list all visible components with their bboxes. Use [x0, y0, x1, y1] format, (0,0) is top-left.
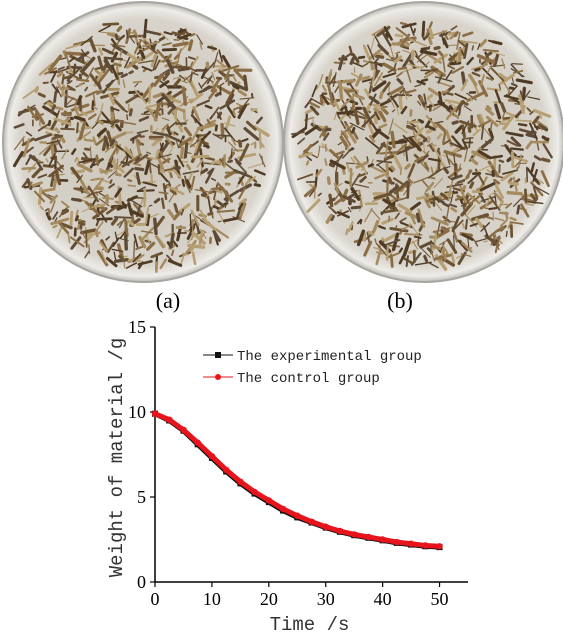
- point: [294, 512, 301, 519]
- legend-marker: [215, 352, 221, 358]
- point: [265, 497, 273, 504]
- point: [251, 488, 258, 496]
- legend-label: The experimental group: [237, 349, 422, 365]
- y-tick-label: 10: [128, 402, 146, 422]
- x-tick-label: 30: [317, 589, 335, 609]
- series-line: [154, 411, 440, 549]
- y-tick-label: 0: [137, 572, 146, 592]
- point: [180, 426, 187, 434]
- y-tick-label: 15: [128, 317, 146, 337]
- y-axis-label: Weight of material /g: [106, 338, 128, 577]
- point: [436, 543, 443, 550]
- x-axis-label: Time /s: [270, 614, 350, 636]
- point: [237, 478, 244, 485]
- photos: [2, 1, 563, 283]
- x-tick-label: 10: [203, 589, 221, 609]
- point: [208, 453, 216, 460]
- y-tick-label: 5: [137, 487, 146, 507]
- series-line: [153, 411, 440, 550]
- dried-material: [290, 20, 553, 271]
- legend-marker: [215, 374, 221, 380]
- point: [279, 505, 287, 513]
- panel-label: (b): [387, 288, 413, 313]
- panel-label: (a): [156, 288, 180, 313]
- point: [194, 439, 201, 446]
- point: [166, 416, 173, 423]
- x-tick-label: 0: [151, 589, 160, 609]
- point: [350, 531, 358, 538]
- x-tick-label: 40: [374, 589, 392, 609]
- point: [422, 542, 429, 549]
- point: [393, 538, 401, 546]
- point: [365, 533, 372, 541]
- point: [336, 527, 344, 535]
- point: [379, 536, 386, 543]
- legend-label: The control group: [237, 371, 380, 387]
- point: [407, 540, 415, 547]
- point: [222, 466, 230, 473]
- chart: 0 10 20 30 40 50 0 5 10 15 Time /s Weight of materi…: [106, 317, 468, 636]
- x-tick-label: 20: [260, 589, 278, 609]
- point: [322, 523, 329, 530]
- point: [151, 410, 159, 417]
- dried-material: [12, 18, 270, 273]
- point: [308, 518, 315, 525]
- x-tick-label: 50: [431, 589, 449, 609]
